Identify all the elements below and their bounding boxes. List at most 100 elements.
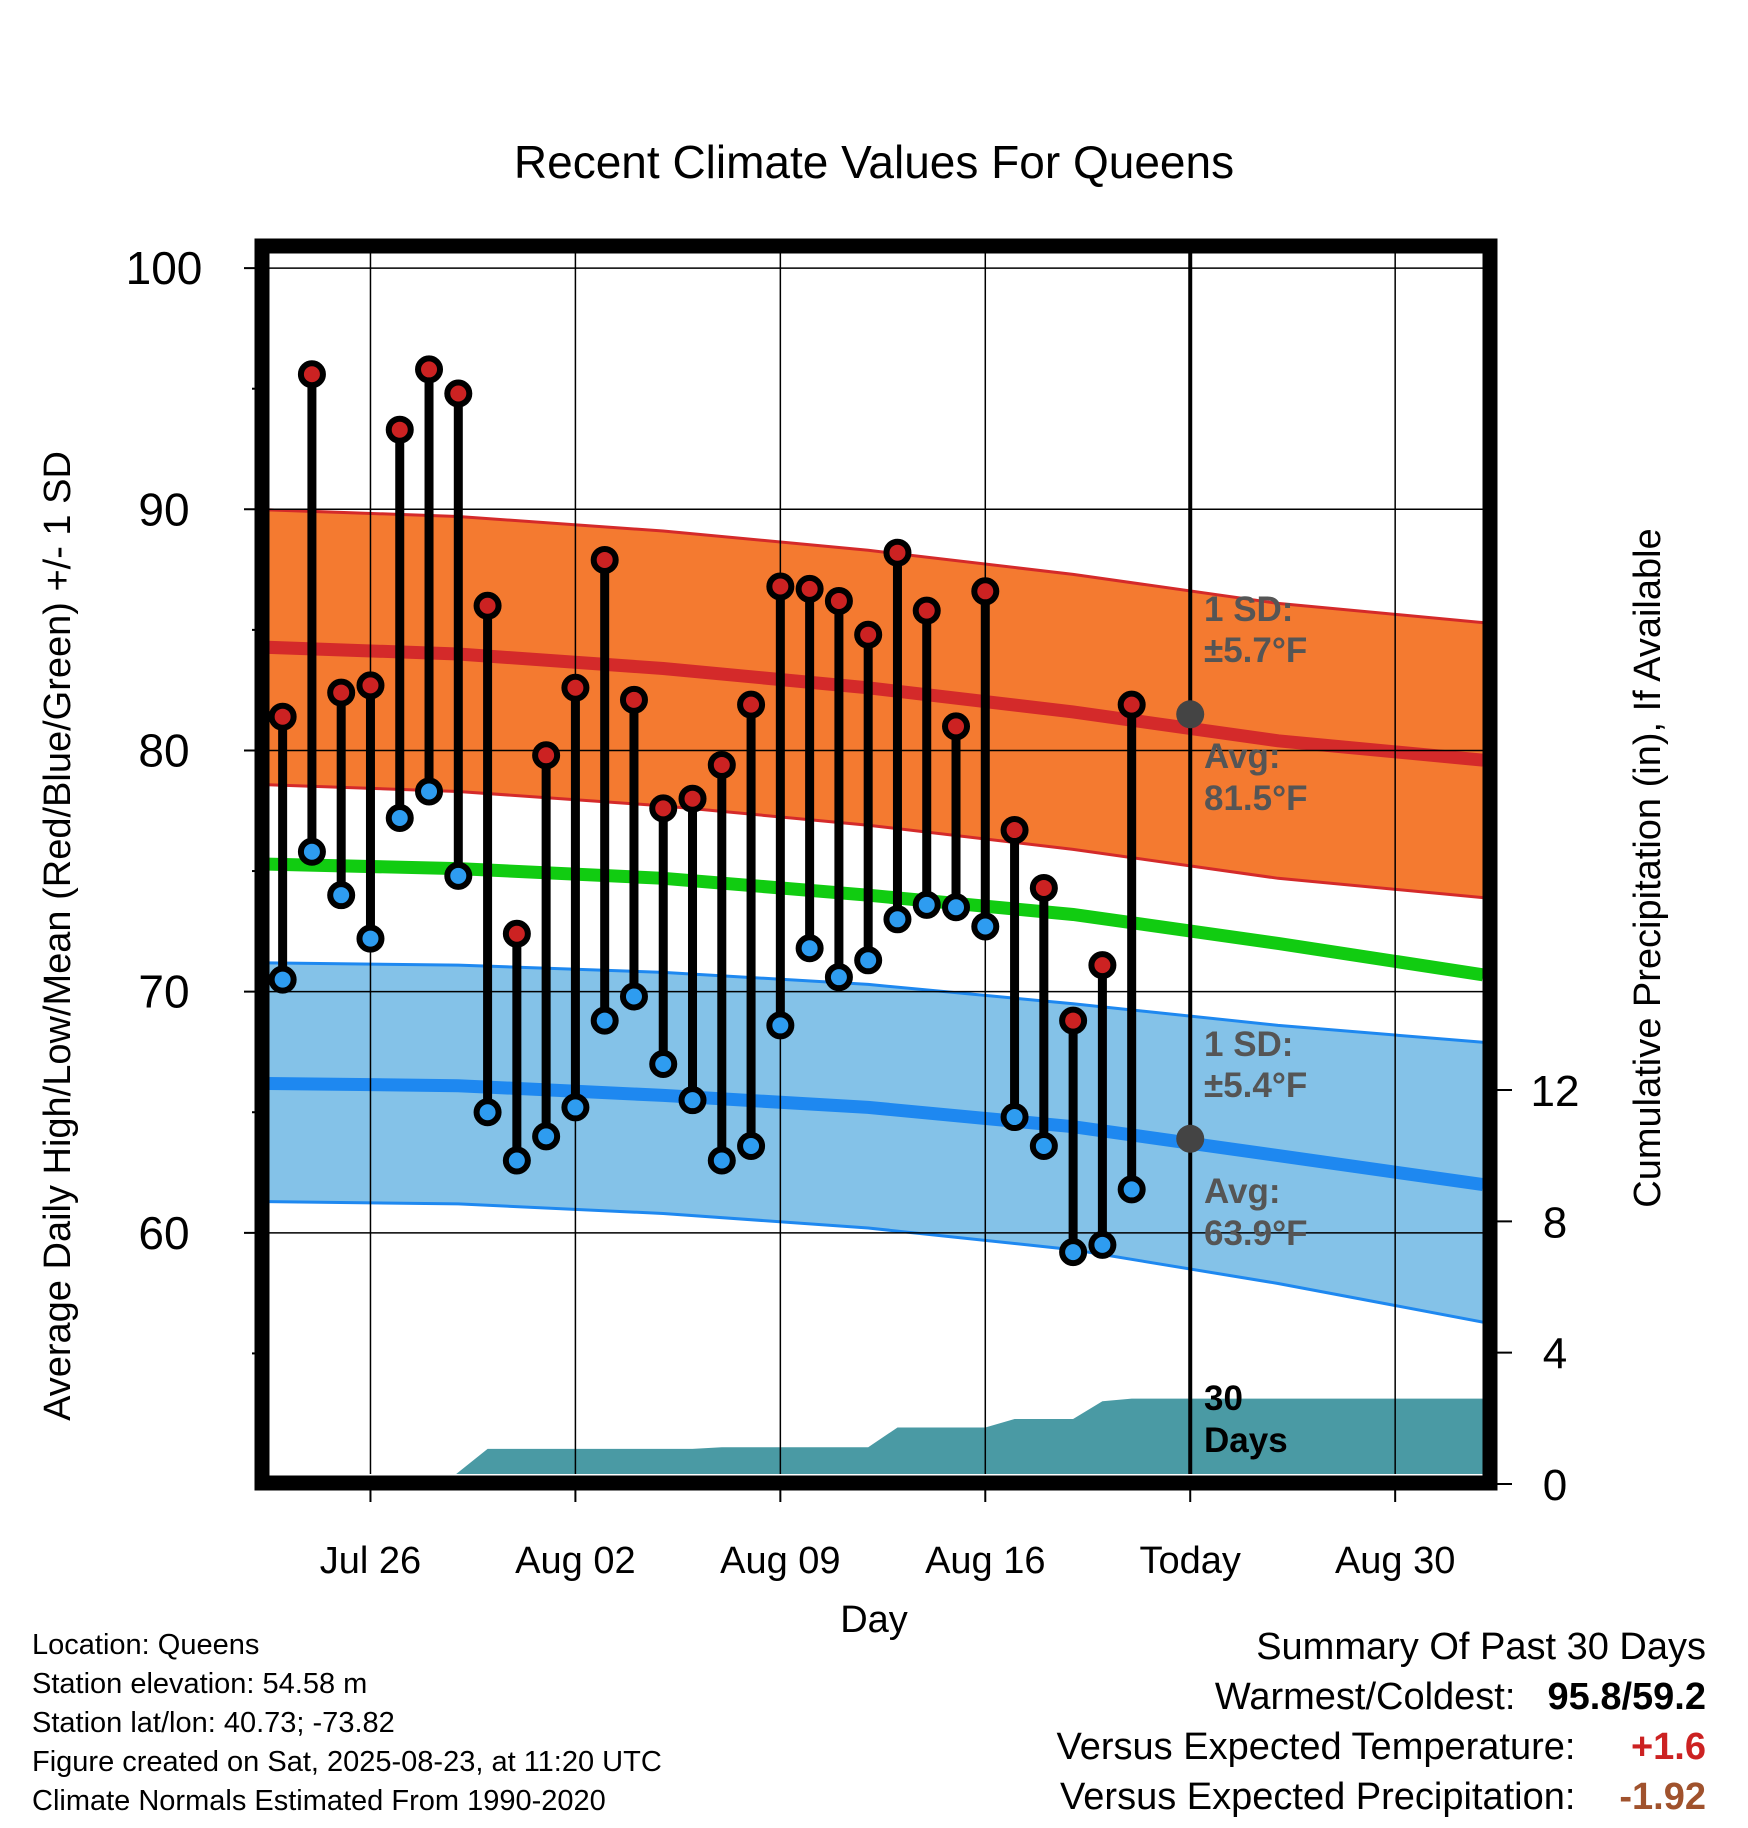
high-point <box>766 572 795 601</box>
low-point <box>532 1122 561 1151</box>
low-point <box>678 1086 707 1115</box>
summary-heading: Summary Of Past 30 Days <box>1256 1626 1706 1668</box>
low-point <box>912 890 941 919</box>
high-point <box>385 415 414 444</box>
low-point <box>1088 1230 1117 1259</box>
precip-anomaly-label: Versus Expected Precipitation: <box>1060 1776 1576 1818</box>
location-text: Location: Queens <box>32 1629 260 1661</box>
high-point <box>971 577 1000 606</box>
high-point <box>1059 1006 1088 1035</box>
precip-label-number: 30 <box>1204 1379 1243 1418</box>
high-point <box>737 690 766 719</box>
low-sd-upper-line <box>268 961 1483 1044</box>
created-text: Figure created on Sat, 2025-08-23, at 11… <box>32 1746 662 1778</box>
warmest-coldest-value: 95.8/59.2 <box>1547 1676 1706 1718</box>
high-point <box>678 784 707 813</box>
low-point <box>1059 1238 1088 1267</box>
low-point <box>444 861 473 890</box>
high-point <box>1029 873 1058 902</box>
low-point <box>590 1006 619 1035</box>
low-point <box>883 905 912 934</box>
y2-tick-label: 12 <box>1531 1067 1580 1116</box>
low-avg-label: Avg: <box>1204 1172 1280 1211</box>
high-point <box>1000 816 1029 845</box>
high-point <box>795 574 824 603</box>
low-point <box>297 837 326 866</box>
high-sd-value: ±5.7°F <box>1204 631 1307 670</box>
low-point <box>473 1098 502 1127</box>
low-avg-value: 63.9°F <box>1204 1214 1308 1253</box>
x-tick-label: Aug 09 <box>720 1540 840 1582</box>
high-point <box>1088 951 1117 980</box>
temp-anomaly-value: +1.6 <box>1630 1726 1706 1768</box>
low-point <box>415 777 444 806</box>
high-point <box>473 591 502 620</box>
high-point <box>883 538 912 567</box>
low-point <box>561 1093 590 1122</box>
high-sd-band <box>268 509 1483 898</box>
low-sd-lower-line <box>268 1200 1483 1324</box>
x-tick-label: Aug 02 <box>515 1540 635 1582</box>
high-point <box>502 919 531 948</box>
high-avg-value: 81.5°F <box>1204 779 1308 818</box>
y-tick-label: 60 <box>138 1207 189 1259</box>
low-point <box>942 893 971 922</box>
y2-axis-label: Cumulative Precipitation (in), If Availa… <box>1627 528 1669 1207</box>
latlon-text: Station lat/lon: 40.73; -73.82 <box>32 1707 395 1739</box>
x-tick-label: Jul 26 <box>320 1540 421 1582</box>
low-point <box>854 946 883 975</box>
temp-anomaly-label: Versus Expected Temperature: <box>1056 1726 1576 1768</box>
low-point <box>356 924 385 953</box>
plot-frame <box>254 238 1498 1491</box>
precip-label-unit: Days <box>1204 1421 1288 1460</box>
high-point <box>327 678 356 707</box>
today-low-avg-marker <box>1176 1124 1205 1153</box>
high-point <box>297 360 326 389</box>
low-point <box>1029 1132 1058 1160</box>
y2-tick-label: 0 <box>1543 1461 1567 1510</box>
summary-panel: Summary Of Past 30 Days Warmest/Coldest:… <box>1057 1622 1706 1822</box>
low-point <box>824 963 853 992</box>
temp-anomaly-row: Versus Expected Temperature: +1.6 <box>1057 1722 1706 1772</box>
x-tick-label: Aug 30 <box>1335 1540 1455 1582</box>
high-avg-label: Avg: <box>1204 737 1280 776</box>
high-point <box>444 379 473 408</box>
low-point <box>707 1146 736 1175</box>
high-point <box>268 702 297 731</box>
high-point <box>912 596 941 625</box>
low-point <box>327 881 356 910</box>
y-tick-label: 70 <box>138 966 189 1018</box>
y-axis-label: Average Daily High/Low/Mean (Red/Blue/Gr… <box>37 451 79 1421</box>
high-point <box>942 712 971 741</box>
low-point <box>385 804 414 832</box>
high-point <box>561 673 590 702</box>
y2-tick-label: 4 <box>1543 1330 1567 1379</box>
high-point <box>356 671 385 700</box>
y-tick-label: 80 <box>138 724 189 776</box>
precip-anomaly-value: -1.92 <box>1619 1776 1706 1818</box>
elevation-text: Station elevation: 54.58 m <box>32 1668 368 1700</box>
chart-title: Recent Climate Values For Queens <box>514 136 1234 188</box>
low-point <box>766 1011 795 1040</box>
low-sd-label: 1 SD: <box>1204 1025 1293 1064</box>
y-tick-label: 90 <box>138 483 189 535</box>
high-point <box>707 750 736 779</box>
today-high-avg-marker <box>1176 700 1205 729</box>
x-tick-label: Aug 16 <box>925 1540 1045 1582</box>
high-point <box>619 685 648 714</box>
low-point <box>737 1132 766 1160</box>
low-sd-value: ±5.4°F <box>1204 1066 1307 1105</box>
low-point <box>619 982 648 1011</box>
warmest-coldest-row: Warmest/Coldest: 95.8/59.2 <box>1057 1672 1706 1722</box>
low-point <box>268 965 297 994</box>
low-point <box>649 1050 678 1078</box>
high-point <box>1117 690 1146 719</box>
high-point <box>532 741 561 770</box>
normals-text: Climate Normals Estimated From 1990-2020 <box>32 1785 606 1817</box>
x-axis-label: Day <box>840 1599 908 1641</box>
low-sd-band <box>268 962 1483 1323</box>
low-point <box>971 912 1000 941</box>
low-point <box>1117 1175 1146 1204</box>
